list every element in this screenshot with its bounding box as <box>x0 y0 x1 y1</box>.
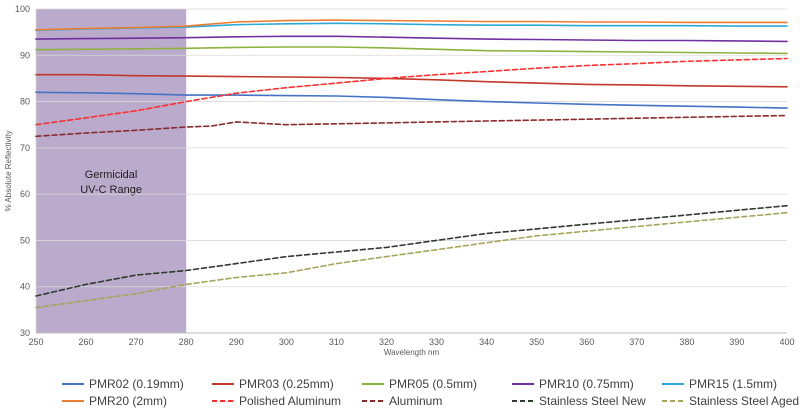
x-tick-label: 330 <box>429 337 444 347</box>
series-line-1 <box>35 73 788 88</box>
legend-label: PMR02 (0.19mm) <box>89 377 184 391</box>
series-line-7 <box>35 114 788 138</box>
legend-label: Stainless Steel Aged <box>689 394 799 408</box>
series-lines <box>35 19 788 309</box>
x-tick-label: 370 <box>629 337 644 347</box>
legend-label: Stainless Steel New <box>539 394 646 408</box>
uvc-band-group: Germicidal UV-C Range <box>36 9 187 333</box>
series-line-9 <box>35 211 788 309</box>
y-tick-label: 70 <box>20 143 30 153</box>
legend-label: PMR03 (0.25mm) <box>239 377 334 391</box>
legend-label: PMR15 (1.5mm) <box>689 377 777 391</box>
y-tick-label: 40 <box>20 282 30 292</box>
legend-label: PMR20 (2mm) <box>89 394 167 408</box>
x-tick-label: 400 <box>779 337 794 347</box>
y-tick-label: 30 <box>20 328 30 338</box>
series-line-6 <box>35 57 788 126</box>
legend: PMR02 (0.19mm) PMR03 (0.25mm) PMR05 (0.5mm… <box>62 377 799 408</box>
x-tick-label: 320 <box>379 337 394 347</box>
x-tick-label: 310 <box>329 337 344 347</box>
legend-label: Aluminum <box>389 394 442 408</box>
x-axis-title: Wavelength nm <box>384 348 440 357</box>
x-tick-label: 340 <box>479 337 494 347</box>
y-tick-label: 90 <box>20 50 30 60</box>
x-tick-label: 380 <box>679 337 694 347</box>
series-line-3 <box>35 35 788 43</box>
x-tick-label: 280 <box>179 337 194 347</box>
legend-label: Polished Aluminum <box>239 394 341 408</box>
y-tick-label: 50 <box>20 235 30 245</box>
x-tick-label: 270 <box>129 337 144 347</box>
y-axis-title: % Absolute Reflectivity <box>4 131 13 212</box>
y-tick-label: 100 <box>15 4 30 14</box>
series-line-5 <box>35 19 788 31</box>
x-tick-label: 260 <box>79 337 94 347</box>
x-tick-label: 250 <box>28 337 43 347</box>
axes <box>35 9 787 334</box>
y-tick-label: 60 <box>20 189 30 199</box>
series-line-8 <box>35 204 788 297</box>
series-line-2 <box>35 46 788 55</box>
x-tick-label: 290 <box>229 337 244 347</box>
series-line-0 <box>35 91 788 109</box>
x-tick-label: 390 <box>729 337 744 347</box>
uvc-band-label: UV-C Range <box>80 184 142 196</box>
x-tick-label: 360 <box>579 337 594 347</box>
uvc-band-label: Germicidal <box>85 169 138 181</box>
x-tick-label: 350 <box>529 337 544 347</box>
tick-labels: 250 260 270 280 290 300 310 320 330 340 350 360 370 3… <box>15 4 795 347</box>
x-tick-label: 300 <box>279 337 294 347</box>
legend-label: PMR05 (0.5mm) <box>389 377 477 391</box>
legend-label: PMR10 (0.75mm) <box>539 377 634 391</box>
gridlines <box>36 8 787 288</box>
y-tick-label: 80 <box>20 97 30 107</box>
